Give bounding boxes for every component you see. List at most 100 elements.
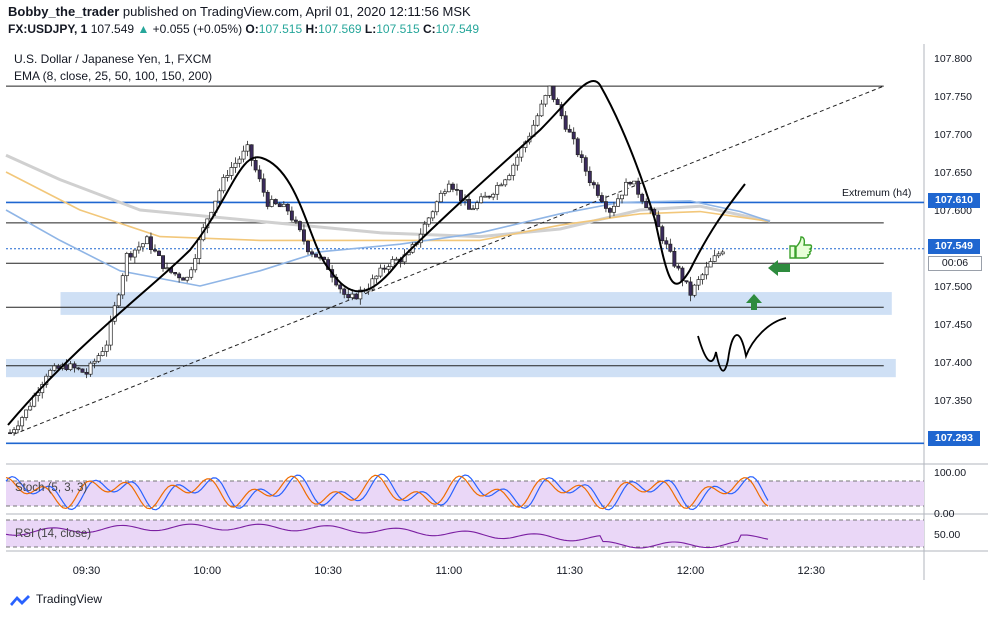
candle-body [20,417,25,427]
candle-body [616,198,620,207]
dashed-trendline [13,85,884,435]
stoch-band [6,481,924,506]
candle-body [607,208,612,213]
candle-body [177,273,182,279]
candle-body [467,199,471,210]
candle-body [96,355,101,362]
candle-body [136,246,141,251]
x-tick-label: 12:00 [677,565,705,577]
levels-layer [6,85,924,445]
candle-body [161,255,165,269]
candle-body [153,249,157,252]
up-arrow-icon [746,294,762,310]
candle-body [551,85,556,100]
candle-body [301,229,306,242]
candle-body [704,266,709,276]
candle-body [471,208,476,211]
candle-body [487,195,492,198]
stoch-k-line [5,473,769,511]
candle-body [676,265,681,269]
symbol-line: FX:USDJPY, 1 107.549 ▲ +0.055 (+0.05%) O… [8,22,479,36]
candle-body [24,409,29,418]
candle-body [507,175,512,181]
candle-body [120,275,125,296]
y-tick-label: 107.400 [934,357,972,369]
candle-body [599,195,604,202]
price-tag-level-low: 107.293 [928,431,980,446]
candle-body [132,249,137,258]
candle-body [68,363,73,370]
stoch-label: Stoch (5, 3, 3) [15,482,87,494]
candle-body [124,253,129,277]
candle-body [173,272,178,275]
candle-body [591,182,596,186]
candle-body [636,180,641,195]
footer-brand[interactable]: TradingView [8,592,102,606]
x-tick-label: 09:30 [73,565,101,577]
candle-body [285,203,290,212]
rsi-tick-50: 50.00 [934,529,960,541]
candle-body [434,201,439,213]
candle-body [342,288,347,295]
candles-layer [8,85,725,436]
candle-body [269,199,274,207]
author-name[interactable]: Bobby_the_trader [8,4,120,19]
y-tick-label: 107.500 [934,281,972,293]
candle-body [632,180,637,185]
candle-body [571,131,576,140]
hand-drawn-path [7,80,746,426]
candle-body [563,115,568,130]
candle-body [338,284,343,290]
candle-body [491,193,496,198]
candle-body [233,162,238,168]
candle-body [76,367,81,370]
candle-body [253,160,258,171]
ema-layer [5,153,771,287]
candle-body [100,351,105,356]
open-value: 107.515 [258,22,303,36]
candle-body [382,267,387,270]
candle-body [374,275,379,280]
time-axis[interactable]: 09:30 10:00 10:30 11:00 11:30 12:00 12:30 [73,565,825,577]
candle-body [475,202,480,210]
high-value: 107.569 [318,22,362,36]
countdown-tag: 00:06 [928,256,982,271]
candle-body [249,144,254,161]
y-tick-label: 107.800 [934,53,972,65]
candle-body [547,85,552,96]
candle-body [289,210,294,221]
candle-body [628,181,633,185]
rsi-band [6,520,924,547]
candle-body [80,368,85,373]
candle-body [664,240,669,245]
candle-body [555,99,560,105]
open-label: O: [245,22,259,36]
candle-body [696,279,701,286]
candle-body [281,203,286,208]
candle-body [688,281,693,296]
y-tick-label: 107.450 [934,319,972,331]
candle-body [140,243,145,248]
candle-body [612,205,616,213]
close-label: C: [422,22,436,36]
thumbs-up-shape [789,236,813,259]
candle-body [579,154,584,159]
y-tick-label: 107.650 [934,167,972,179]
instrument-legend: U.S. Dollar / Japanese Yen, 1, FXCM [14,52,211,66]
candle-body [165,267,170,270]
candle-body [354,293,359,300]
candle-body [229,167,234,176]
candle-body [479,196,484,204]
candle-body [511,164,516,176]
candle-body [310,251,314,255]
candle-body [273,199,278,205]
low-label: L: [364,22,377,36]
ema-legend: EMA (8, close, 25, 50, 100, 150, 200) [14,69,212,83]
candle-body [358,289,363,300]
candle-body [225,175,230,178]
publish-line: Bobby_the_trader published on TradingVie… [8,4,471,19]
candle-body [185,276,190,281]
x-tick-label: 11:30 [556,565,583,577]
candle-body [181,277,186,281]
rsi-line [5,523,769,549]
